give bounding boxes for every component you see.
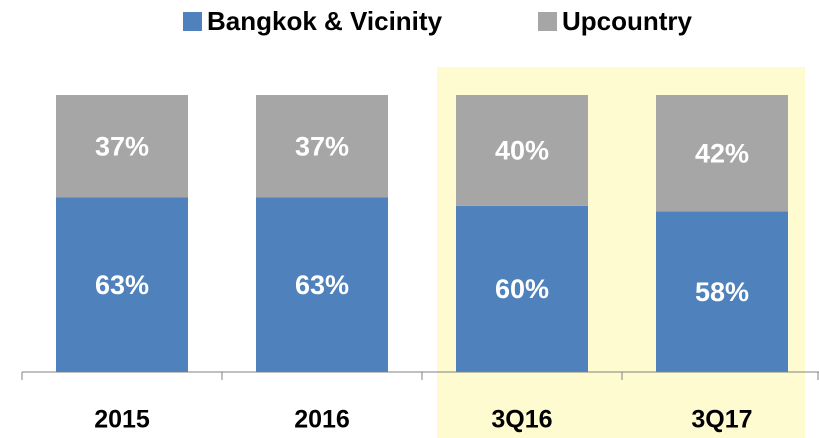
x-tick-label: 2015 — [94, 406, 150, 434]
bar-segment — [456, 95, 588, 206]
data-label: 63% — [295, 270, 349, 300]
bar-segment — [456, 205, 588, 372]
data-label: 37% — [95, 131, 149, 161]
bar-segment — [656, 95, 788, 212]
bar-segment — [56, 197, 188, 372]
legend-label: Bangkok & Vicinity — [207, 6, 443, 36]
data-label: 37% — [295, 131, 349, 161]
legend-swatch — [183, 12, 202, 31]
bar-segment — [656, 211, 788, 372]
data-label: 42% — [695, 138, 749, 168]
bar-segment — [256, 197, 388, 372]
x-tick-label: 3Q17 — [691, 406, 752, 434]
bar-segment — [256, 95, 388, 198]
x-tick-label: 3Q16 — [491, 406, 552, 434]
data-label: 58% — [695, 277, 749, 307]
data-label: 60% — [495, 274, 549, 304]
data-label: 63% — [95, 270, 149, 300]
legend-label: Upcountry — [562, 6, 693, 36]
x-tick-label: 2016 — [294, 406, 350, 434]
data-label: 40% — [495, 136, 549, 166]
bar-segment — [56, 95, 188, 198]
legend-swatch — [538, 12, 557, 31]
